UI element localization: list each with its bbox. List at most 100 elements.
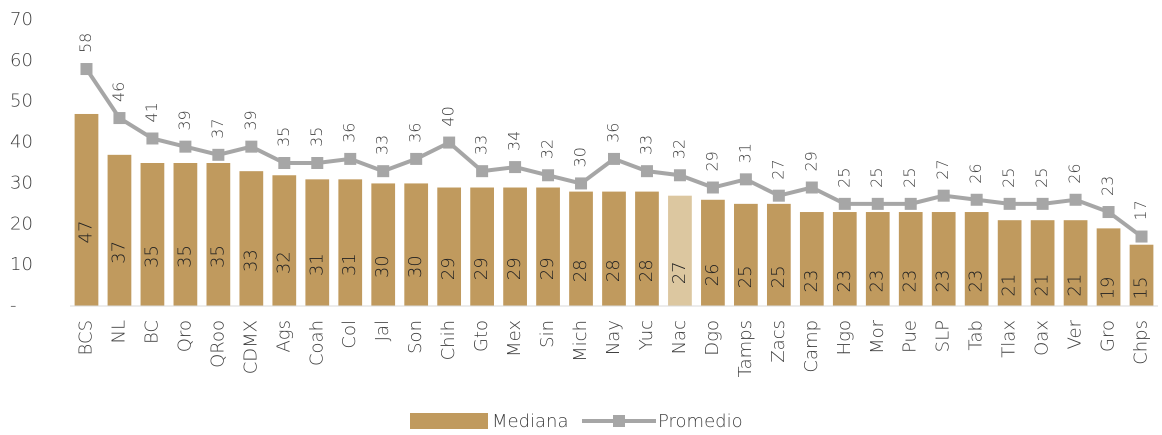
line-marker (1069, 193, 1082, 206)
line-value-label: 25 (1032, 167, 1051, 187)
line-marker (739, 173, 752, 186)
bar (734, 203, 758, 306)
bar (437, 187, 462, 306)
x-tick-label: Mex (504, 320, 525, 357)
x-tick-label: Dgo (702, 320, 723, 356)
line-marker (80, 63, 93, 76)
line-value-label: 35 (307, 127, 326, 147)
x-tick-label: Jal (372, 320, 393, 341)
y-tick-label: 50 (10, 91, 33, 112)
x-tick-label: Ags (273, 320, 294, 353)
line-marker (772, 189, 785, 202)
bar-value-label: 35 (207, 245, 228, 268)
line-marker (476, 165, 489, 178)
bar-value-label: 37 (108, 241, 129, 264)
line-marker (311, 157, 324, 169)
bar-value-label: 35 (141, 245, 162, 268)
bar (766, 203, 791, 306)
line-value-label: 36 (340, 123, 359, 143)
bar-value-label: 30 (405, 255, 426, 278)
line-value-label: 25 (867, 167, 886, 187)
bar (503, 187, 527, 306)
line-value-label: 40 (439, 106, 458, 126)
x-tick-label: Son (405, 320, 426, 354)
line-marker (410, 152, 423, 165)
bar (371, 183, 396, 306)
x-tick-label: Coah (306, 320, 327, 366)
line-value-label: 23 (1098, 176, 1117, 196)
bar-value-label: 29 (471, 257, 492, 280)
x-tick-label: Camp (801, 320, 822, 373)
bar-value-label: 32 (273, 251, 294, 274)
legend-swatch (613, 415, 625, 427)
line-value-label: 32 (669, 139, 688, 159)
y-tick-label: 60 (10, 50, 33, 71)
line-marker (443, 136, 456, 149)
line-value-label: 17 (1131, 200, 1150, 220)
line-value-label: 58 (76, 33, 95, 53)
line-marker (377, 165, 390, 178)
bar-value-label: 15 (1131, 277, 1152, 300)
line-value-label: 36 (604, 123, 623, 143)
line-marker (838, 197, 851, 210)
bar-value-label: 28 (636, 259, 657, 282)
bar (338, 179, 363, 306)
line-value-label: 39 (175, 110, 194, 130)
bar (173, 163, 198, 306)
bar (107, 154, 132, 306)
bar (470, 187, 494, 306)
bar-value-label: 31 (306, 253, 327, 276)
x-tick-label: Col (339, 320, 360, 349)
x-tick-label: CDMX (240, 320, 261, 374)
x-tick-label: Yuc (636, 320, 657, 350)
bar (1096, 228, 1121, 306)
line-value-label: 25 (900, 167, 919, 187)
line-value-label: 41 (142, 102, 161, 122)
x-tick-label: BCS (75, 320, 96, 355)
bar-value-label: 21 (1032, 274, 1053, 297)
line-value-label: 30 (571, 147, 590, 167)
line-marker (673, 169, 686, 182)
bar (865, 212, 890, 306)
bar-value-label: 23 (867, 270, 888, 293)
legend-label: Promedio (658, 411, 743, 432)
bar-value-label: 23 (801, 270, 822, 293)
bar (569, 191, 593, 306)
bar-value-label: 27 (669, 261, 690, 284)
bar-value-label: 23 (900, 270, 921, 293)
bar-value-label: 23 (933, 270, 954, 293)
x-tick-label: Nay (603, 320, 624, 355)
x-tick-label: Gto (471, 320, 492, 352)
line-marker (1003, 197, 1016, 210)
line-value-label: 36 (406, 123, 425, 143)
x-tick-label: Tab (966, 320, 987, 350)
bar (272, 175, 297, 306)
bar-value-label: 23 (834, 270, 855, 293)
line-value-label: 29 (801, 151, 820, 171)
x-tick-label: Qro (174, 320, 195, 352)
x-tick-label: Chih (438, 320, 459, 360)
y-tick-label: 40 (10, 132, 33, 153)
bar (799, 212, 824, 306)
bar (832, 212, 857, 306)
x-tick-label: Tlax (999, 320, 1020, 358)
bar-value-label: 21 (999, 274, 1020, 297)
line-marker (179, 140, 192, 153)
line-value-label: 29 (702, 151, 721, 171)
line-marker (542, 169, 555, 182)
x-tick-label: Sin (537, 320, 558, 348)
line-value-label: 32 (538, 139, 557, 159)
bar-value-label: 26 (702, 263, 723, 286)
line-marker (245, 140, 258, 153)
x-tick-label: Mich (570, 320, 591, 362)
bar (74, 113, 99, 306)
x-tick-label: NL (108, 320, 129, 344)
bar (701, 199, 725, 306)
x-tick-label: Ver (1065, 319, 1086, 349)
bar (140, 163, 165, 306)
x-tick-label: SLP (933, 320, 954, 352)
bar-value-label: 35 (174, 245, 195, 268)
bar-value-label: 33 (240, 249, 261, 272)
bar (635, 191, 659, 306)
